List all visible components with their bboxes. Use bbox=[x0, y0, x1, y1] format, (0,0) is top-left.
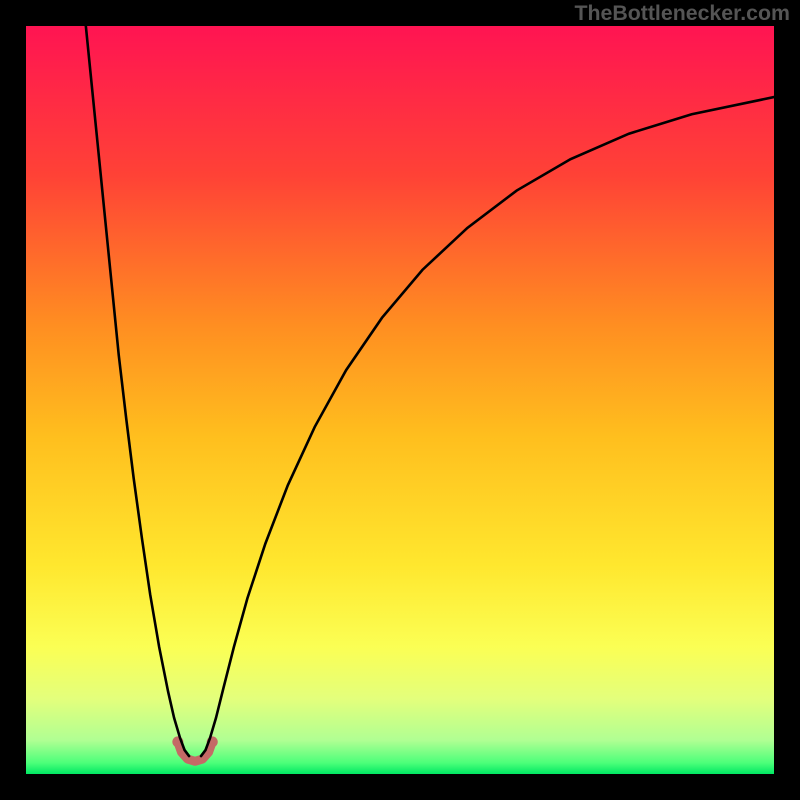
curves-svg bbox=[26, 26, 774, 774]
left-curve bbox=[86, 26, 189, 756]
watermark-text: TheBottlenecker.com bbox=[574, 1, 790, 26]
right-curve bbox=[201, 97, 774, 756]
plot-area bbox=[26, 26, 774, 774]
